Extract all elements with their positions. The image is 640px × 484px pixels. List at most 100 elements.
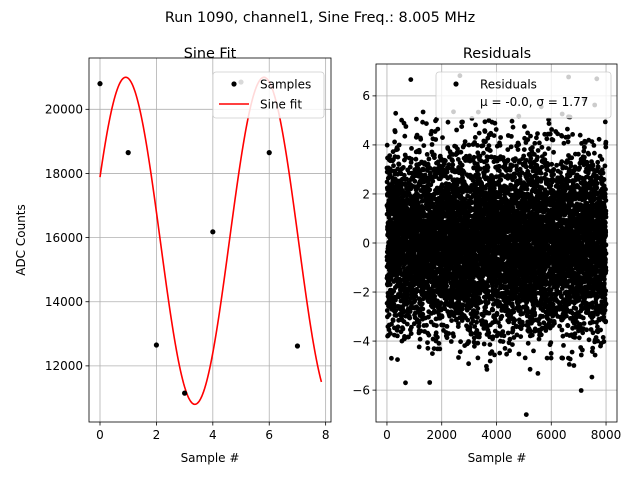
residual-point [392,140,397,145]
residual-point [492,353,497,358]
residual-point [463,139,468,144]
residual-point [511,310,516,315]
residual-point [427,333,432,338]
sample-point [295,343,300,348]
residual-point [495,311,500,316]
residual-point [405,322,410,327]
residual-point [513,156,518,161]
residual-point [446,120,451,125]
residual-point [408,165,413,170]
residual-point [465,318,470,323]
residual-point [497,351,502,356]
residual-point [418,337,423,342]
residual-point [473,135,478,140]
sine-fit-xlabel: Sample # [181,451,240,465]
legend-samples-label: Samples [260,78,311,92]
residual-point [510,342,515,347]
residual-point [506,158,511,163]
residual-point [459,124,464,129]
residual-point [509,134,514,139]
residual-point [403,380,408,385]
residual-point [434,330,439,335]
residual-point [467,154,472,159]
sample-point [210,229,215,234]
residual-point [512,318,517,323]
residual-point [388,331,393,336]
residual-point [391,163,396,168]
residual-point [397,162,402,167]
residual-point [473,123,478,128]
residual-point [487,143,492,148]
residual-point [511,125,516,130]
residual-point [404,124,409,129]
sine-fit-legend: Samples Sine fit [213,72,324,118]
residual-point [430,351,435,356]
residual-point [421,143,426,148]
residual-point [425,152,430,157]
residual-point [456,321,461,326]
residual-point [460,120,465,125]
residual-point [475,315,480,320]
residual-point [502,333,507,338]
residual-point [486,284,491,289]
residual-point [481,151,486,156]
residual-point [430,179,435,184]
residual-point [491,334,496,339]
residual-point [414,157,419,162]
residual-point [425,340,430,345]
residual-point [460,163,465,168]
x-tick-label: 4 [209,428,217,442]
residual-point [488,342,493,347]
residual-point [395,357,400,362]
residual-point [443,158,448,163]
residual-point [475,310,480,315]
residual-point [417,345,422,350]
figure-suptitle: Run 1090, channel1, Sine Freq.: 8.005 MH… [165,10,475,26]
sample-point [97,81,102,86]
residual-point [408,309,413,314]
residual-point [409,157,414,162]
sine-fit-title: Sine Fit [184,46,237,62]
residuals-title: Residuals [463,46,531,62]
residual-point [437,347,442,352]
residual-point [476,172,481,177]
residual-point [393,129,398,134]
residual-point [409,146,414,151]
residual-point [479,300,484,305]
residual-point [483,129,488,134]
residual-point [395,334,400,339]
residual-point [472,155,477,160]
y-tick-label: 16000 [45,231,83,245]
x-tick-label: 8 [322,428,330,442]
residual-point [497,164,502,169]
residual-point [432,294,437,299]
x-tick-label: 6 [265,428,273,442]
residual-point [476,356,481,361]
residual-point [477,131,482,136]
residual-point [498,178,503,183]
residual-point [488,359,493,364]
residual-point [435,335,440,340]
residual-point [476,306,481,311]
x-tick-label: 0 [96,428,104,442]
residual-point [498,135,503,140]
residual-point [451,334,456,339]
residual-point [507,348,512,353]
residual-point [498,324,503,329]
residual-point [440,135,445,140]
residual-point [449,318,454,323]
residual-point [440,315,445,320]
residual-point [488,148,493,153]
y-tick-label: 20000 [45,103,83,117]
residual-point [420,301,425,306]
residual-point [435,127,440,132]
residual-point [445,324,450,329]
residual-point [450,158,455,163]
residual-point [466,339,471,344]
residual-point [424,121,429,126]
sample-point [182,391,187,396]
residual-point [401,165,406,170]
residual-point [475,341,480,346]
residual-point [467,143,472,148]
